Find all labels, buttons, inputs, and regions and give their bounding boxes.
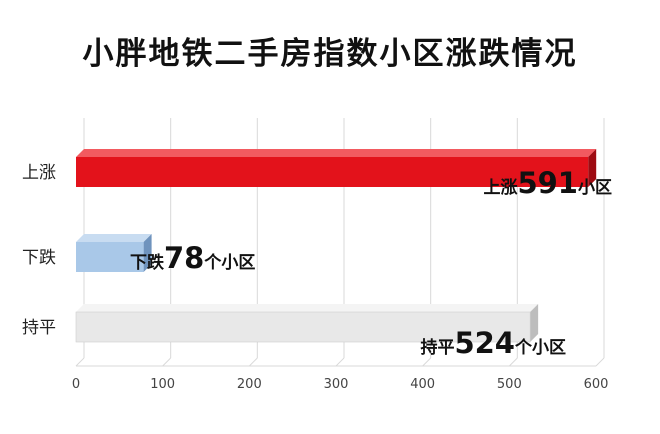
x-tick-label: 600 — [584, 377, 609, 392]
grid-foot — [75, 357, 85, 367]
bar — [76, 242, 144, 272]
bar-end — [143, 234, 152, 272]
data-label: 持平524个小区 — [420, 326, 566, 360]
x-tick-labels: 0 100 200 300 400 500 600 — [72, 377, 609, 392]
x-tick-label: 0 — [72, 377, 80, 392]
bar — [75, 311, 531, 343]
x-tick-label: 200 — [237, 377, 262, 392]
bar-top — [76, 304, 539, 312]
data-label: 上涨591小区 — [483, 166, 612, 200]
bars — [75, 149, 597, 343]
bar — [76, 157, 589, 187]
bar-top — [76, 234, 152, 242]
grid-foot — [422, 357, 432, 367]
grid-foot — [162, 357, 172, 367]
grid-foot — [248, 357, 258, 367]
category-label: 持平 — [22, 318, 56, 338]
grid-foot — [595, 357, 605, 367]
x-tick-label: 100 — [150, 377, 175, 392]
category-label: 上涨 — [22, 163, 56, 183]
category-label: 下跌 — [22, 248, 56, 268]
bar-end — [588, 149, 597, 187]
grid-foot — [508, 357, 518, 367]
x-tick-label: 300 — [324, 377, 349, 392]
x-tick-label: 400 — [410, 377, 435, 392]
chart-title: 小胖地铁二手房指数小区涨跌情况 — [82, 36, 578, 72]
x-tick-label: 500 — [497, 377, 522, 392]
grid-foot — [335, 357, 345, 367]
data-label: 下跌78个小区 — [130, 241, 255, 275]
bar-top — [76, 149, 597, 157]
bar-end — [530, 304, 539, 342]
